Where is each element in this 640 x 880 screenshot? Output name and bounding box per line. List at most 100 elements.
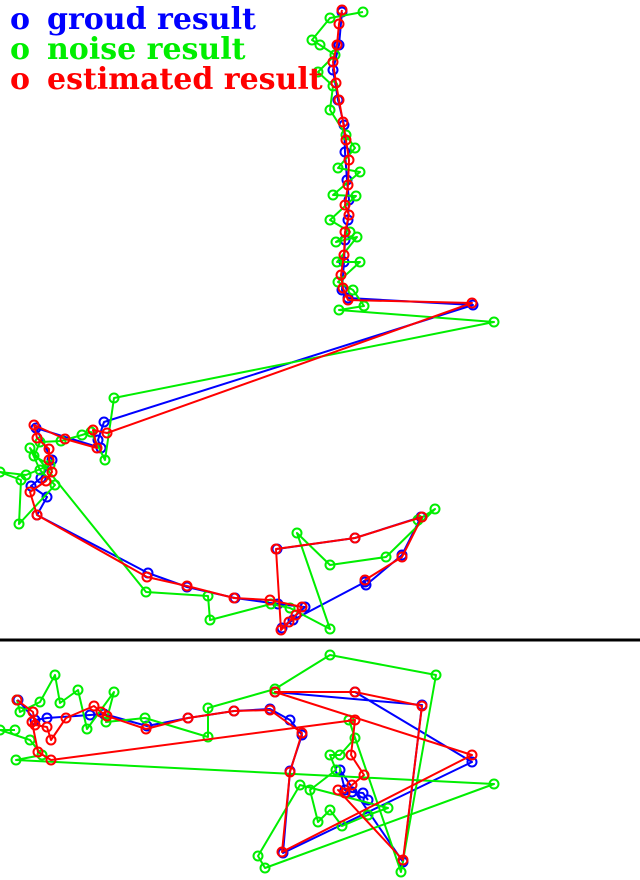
estimated-result-point bbox=[140, 723, 152, 735]
noise-result-line bbox=[0, 654, 495, 873]
estimated-result-point bbox=[340, 134, 352, 146]
noise-result-point bbox=[382, 802, 394, 814]
estimated-result-point bbox=[342, 179, 354, 191]
noise-result-point bbox=[10, 754, 22, 766]
noise-result-point bbox=[324, 804, 336, 816]
estimated-result-point bbox=[339, 787, 351, 799]
noise-result-point bbox=[49, 669, 61, 681]
estimated-result-point bbox=[29, 719, 41, 731]
estimated-result-point bbox=[45, 734, 57, 746]
noise-result-point bbox=[362, 809, 374, 821]
noise-result-point bbox=[252, 850, 264, 862]
legend-marker-ground: o bbox=[10, 2, 30, 37]
estimated-result-point bbox=[333, 94, 345, 106]
noise-result-point bbox=[49, 479, 61, 491]
noise-result-point bbox=[333, 304, 345, 316]
groud-result-point bbox=[346, 786, 358, 798]
estimated-result-point bbox=[330, 77, 342, 89]
noise-result-point bbox=[9, 724, 21, 736]
estimated-result-point bbox=[296, 601, 308, 613]
estimated-result-point bbox=[396, 551, 408, 563]
estimated-result-point bbox=[345, 749, 357, 761]
estimated-result-point bbox=[264, 704, 276, 716]
legend-label-noise: noise result bbox=[47, 32, 246, 67]
legend: o groud result o noise result o estimate… bbox=[10, 2, 323, 97]
noise-result-point bbox=[351, 231, 363, 243]
noise-result-point bbox=[24, 442, 36, 454]
estimated-result-line bbox=[29, 9, 473, 631]
estimated-result-point bbox=[296, 727, 308, 739]
noise-result-point bbox=[14, 706, 26, 718]
estimated-result-point bbox=[11, 694, 23, 706]
legend-label-ground: groud result bbox=[47, 2, 256, 37]
noise-result-point bbox=[140, 586, 152, 598]
noise-result-point bbox=[259, 862, 271, 874]
estimated-result-point bbox=[264, 594, 276, 606]
legend-item-noise: o noise result bbox=[10, 32, 246, 67]
estimated-result-point bbox=[31, 432, 43, 444]
noise-result-point bbox=[139, 712, 151, 724]
noise-result-point bbox=[291, 527, 303, 539]
legend-item-ground: o groud result bbox=[10, 2, 256, 37]
noise-result-point bbox=[430, 669, 442, 681]
noise-result-point bbox=[13, 518, 25, 530]
estimated-result-point bbox=[349, 714, 361, 726]
noise-result-point bbox=[202, 731, 214, 743]
estimated-result-point bbox=[87, 424, 99, 436]
estimated-result-point bbox=[338, 249, 350, 261]
noise-result-point bbox=[15, 474, 27, 486]
estimated-result-point bbox=[270, 543, 282, 555]
estimated-result-point bbox=[46, 466, 58, 478]
noise-result-point bbox=[324, 559, 336, 571]
noise-result-point bbox=[350, 190, 362, 202]
groud-result-point bbox=[362, 794, 374, 806]
estimated-result-point bbox=[466, 749, 478, 761]
estimated-result-point bbox=[182, 712, 194, 724]
series-layer bbox=[0, 4, 500, 878]
estimated-result-point bbox=[336, 4, 348, 16]
noise-result-point bbox=[54, 697, 66, 709]
estimated-result-point bbox=[349, 686, 361, 698]
noise-result-point bbox=[0, 466, 6, 478]
estimated-result-point bbox=[358, 769, 370, 781]
estimated-result-point bbox=[88, 700, 100, 712]
groud-result-point bbox=[98, 416, 110, 428]
noise-result-point bbox=[204, 614, 216, 626]
legend-item-estimated: o estimated result bbox=[10, 62, 323, 97]
estimated-result-point bbox=[327, 56, 339, 68]
noise-result-point bbox=[330, 764, 342, 776]
noise-result-point bbox=[108, 686, 120, 698]
estimated-result-point bbox=[416, 700, 428, 712]
noise-result-point bbox=[306, 34, 318, 46]
estimated-result-point bbox=[343, 154, 355, 166]
estimated-result-point bbox=[276, 846, 288, 858]
estimated-result-point bbox=[60, 712, 72, 724]
estimated-result-point bbox=[41, 721, 53, 733]
noise-result-point bbox=[24, 734, 36, 746]
estimated-result-point bbox=[339, 226, 351, 238]
noise-result-point bbox=[488, 316, 500, 328]
noise-result-point bbox=[202, 702, 214, 714]
estimated-result-point bbox=[335, 269, 347, 281]
noise-result-point bbox=[72, 684, 84, 696]
noise-result-point bbox=[324, 104, 336, 116]
estimated-result-point bbox=[397, 854, 409, 866]
noise-result-point bbox=[34, 464, 46, 476]
estimated-result-point bbox=[228, 705, 240, 717]
estimated-result-point bbox=[59, 433, 71, 445]
estimated-result-point bbox=[331, 39, 343, 51]
noise-result-point bbox=[314, 39, 326, 51]
estimated-result-point bbox=[359, 574, 371, 586]
noise-result-point bbox=[429, 503, 441, 515]
estimated-result-point bbox=[101, 427, 113, 439]
noise-result-point bbox=[349, 142, 361, 154]
noise-result-point bbox=[324, 214, 336, 226]
estimated-result-point bbox=[269, 686, 281, 698]
estimated-result-point bbox=[290, 609, 302, 621]
legend-label-estimated: estimated result bbox=[47, 62, 323, 97]
estimated-result-point bbox=[141, 571, 153, 583]
estimated-result-point bbox=[339, 199, 351, 211]
estimated-result-point bbox=[43, 454, 55, 466]
